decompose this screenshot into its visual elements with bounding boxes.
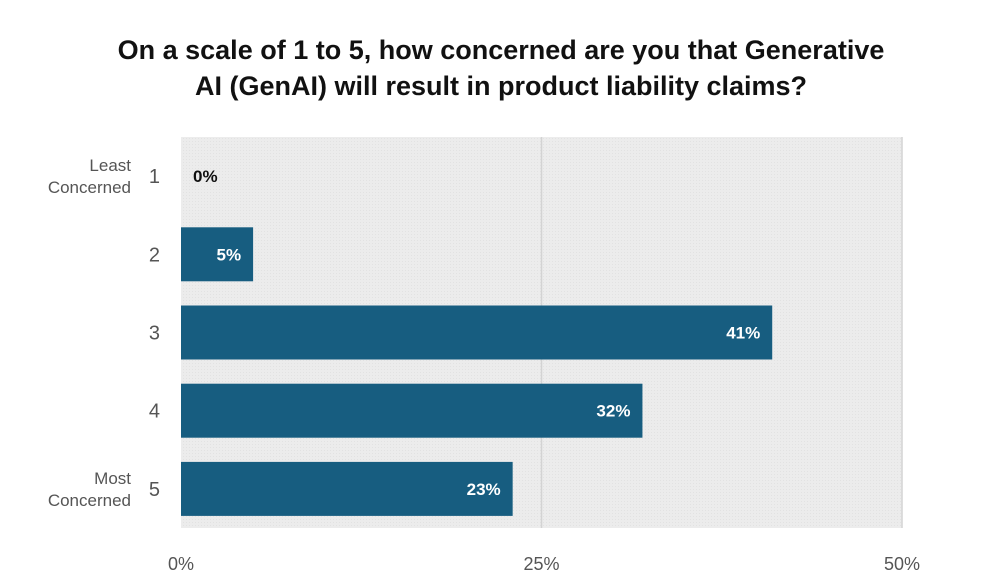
chart-title-line-2: AI (GenAI) will result in product liabil… — [194, 71, 808, 101]
data-label: 0% — [193, 167, 218, 186]
data-label: 41% — [726, 324, 760, 343]
bar — [181, 383, 643, 438]
category-label: 2 — [149, 244, 160, 266]
chart-title-line-1: On a scale of 1 to 5, how concerned are … — [117, 35, 885, 65]
bar — [181, 305, 773, 360]
x-axis-ticks: 0% 25% 50% — [168, 554, 920, 574]
category-label: 4 — [149, 401, 160, 423]
data-label: 23% — [467, 480, 501, 499]
x-tick-label: 50% — [884, 554, 920, 574]
scale-end-labels: Least Concerned Most Concerned — [48, 156, 131, 510]
least-concerned-label: Least Concerned — [48, 156, 131, 197]
data-labels: 0% 5% 41% 32% 23% — [193, 167, 760, 499]
category-labels: 1 2 3 4 5 — [149, 166, 160, 501]
least-concerned-label-line: Concerned — [48, 178, 131, 197]
category-label: 1 — [149, 166, 160, 188]
most-concerned-label-line: Most — [94, 469, 131, 488]
data-label: 5% — [217, 245, 242, 264]
category-label: 5 — [149, 479, 160, 501]
bar — [181, 227, 254, 282]
bar — [181, 461, 513, 516]
chart-title: On a scale of 1 to 5, how concerned are … — [60, 32, 942, 104]
x-tick-label: 25% — [523, 554, 559, 574]
most-concerned-label: Most Concerned — [48, 469, 131, 510]
least-concerned-label-line: Least — [89, 156, 131, 175]
most-concerned-label-line: Concerned — [48, 491, 131, 510]
data-label: 32% — [596, 402, 630, 421]
category-label: 3 — [149, 323, 160, 345]
bars — [181, 227, 773, 516]
x-tick-label: 0% — [168, 554, 194, 574]
